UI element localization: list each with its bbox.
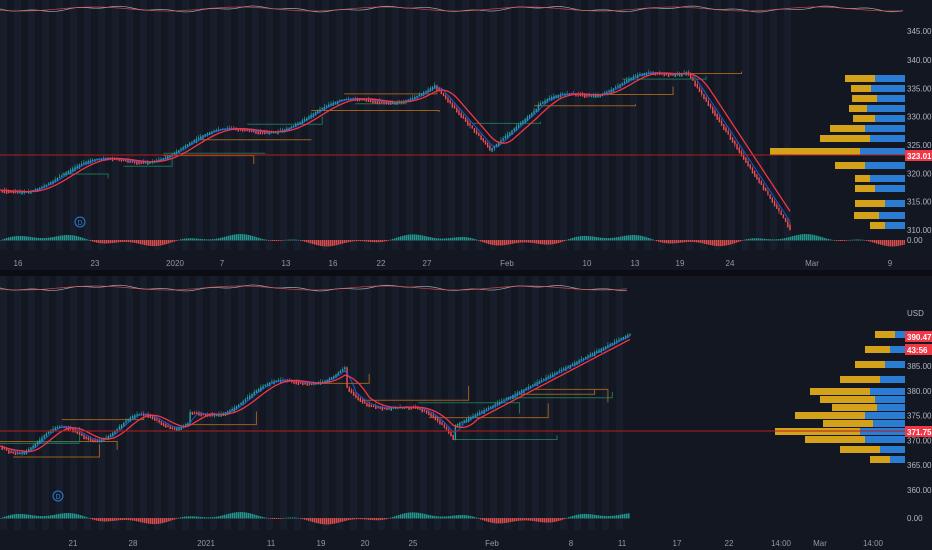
time-axis-label: 19 (317, 539, 326, 548)
price-axis-label: 365.00 (907, 461, 932, 470)
volume-profile (770, 75, 905, 229)
session-stripes (0, 276, 623, 530)
time-axis-label: 27 (423, 259, 432, 268)
price-axis-label: 335.00 (907, 84, 932, 93)
time-axis-label: 28 (129, 539, 138, 548)
time-axis-label: 21 (69, 539, 78, 548)
time-axis-label: 17 (673, 539, 682, 548)
histogram-pane (0, 234, 906, 247)
time-axis-label: Feb (500, 259, 514, 268)
price-axis-label: 0.00 (907, 514, 923, 523)
poc-price-tag-text: 371.75 (907, 428, 932, 437)
time-axis-label: 16 (329, 259, 338, 268)
time-axis-label: 11 (267, 539, 276, 548)
session-stripes (0, 0, 791, 250)
time-axis-label: 2021 (197, 539, 215, 548)
last-price-tag (905, 150, 932, 161)
time-axis-label: 9 (888, 259, 893, 268)
moving-averages (0, 335, 631, 454)
time-axis-top[interactable]: 16 23 2020 7 13 16 22 27 Feb 10 13 19 24 Mar 9 (0, 253, 932, 270)
price-axis-label: 340.00 (907, 56, 932, 65)
price-axis-label: 370.00 (907, 436, 932, 445)
price-axis-label: 360.00 (907, 486, 932, 495)
time-axis-label: 24 (726, 259, 735, 268)
last-price-tag (905, 331, 932, 342)
currency-label: USD (907, 309, 924, 318)
price-axis-label: 0.00 (907, 236, 923, 245)
price-axis-label: 325.00 (907, 141, 932, 150)
price-axis-label: 330.00 (907, 113, 932, 122)
price-axis-label: 320.00 (907, 169, 932, 178)
poc-price-tag (905, 426, 932, 437)
time-axis-bottom[interactable]: 21 28 2021 11 19 20 25 Feb 8 11 17 22 14:00 Mar 14:00 (0, 533, 932, 550)
time-axis-label: 20 (361, 539, 370, 548)
level-lines (61, 71, 742, 179)
candles-series (1, 333, 631, 456)
pane-separator[interactable] (0, 270, 932, 276)
time-axis-label: 7 (220, 259, 225, 268)
time-axis-label: 13 (282, 259, 291, 268)
price-axis-top[interactable]: 345.00 340.00 335.00 330.00 325.00 320.00 315… (905, 0, 932, 250)
time-axis-label: 25 (409, 539, 418, 548)
price-axis-label: 380.00 (907, 387, 932, 396)
time-axis-label: 8 (569, 539, 574, 548)
price-axis-bottom[interactable]: USD 385.00 380.00 375.00 370.00 365.00 360.00… (905, 276, 932, 530)
volume-profile (775, 331, 905, 463)
time-axis-label: 23 (91, 259, 100, 268)
countdown-tag-text: 43:56 (907, 346, 928, 355)
price-axis-label: 385.00 (907, 362, 932, 371)
histogram-pane (0, 512, 630, 525)
last-price-tag-text: 390.47 (907, 333, 932, 342)
time-axis-label: 10 (583, 259, 592, 268)
price-axis-label: 375.00 (907, 412, 932, 421)
time-axis-label: 14:00 (863, 539, 884, 548)
time-axis-label: Mar (805, 259, 819, 268)
chart-panel-bottom[interactable]: D USD 385.00 380.00 375.00 370.00 365.00 360.… (0, 276, 932, 550)
last-price-tag-text: 323.01 (907, 152, 932, 161)
event-marker-dividend[interactable]: D (74, 216, 86, 228)
price-axis-label: 310.00 (907, 226, 932, 235)
chart-panel-top[interactable]: D 345.00 340.00 335.00 330.00 325.00 320.00 3… (0, 0, 932, 270)
chart-canvas-bottom[interactable]: D USD 385.00 380.00 375.00 370.00 365.00 360.… (0, 276, 932, 550)
level-lines (0, 373, 613, 458)
time-axis-label: 19 (676, 259, 685, 268)
time-axis-label: 11 (618, 539, 627, 548)
moving-averages (0, 72, 791, 222)
price-axis-label: 315.00 (907, 198, 932, 207)
time-axis-label: 13 (631, 259, 640, 268)
event-marker-dividend[interactable]: D (52, 490, 64, 502)
time-axis-label: 16 (14, 259, 23, 268)
time-axis-label: Feb (485, 539, 499, 548)
event-marker-label: D (55, 494, 60, 501)
price-axis-label-top: 345.00 (907, 27, 932, 36)
oscillator-pane (0, 5, 904, 13)
oscillator-pane (0, 284, 628, 292)
time-axis-label: 14:00 (771, 539, 792, 548)
time-axis-label: 22 (377, 259, 386, 268)
countdown-tag (905, 344, 932, 355)
time-axis-label: Mar (813, 539, 827, 548)
time-axis-label: 2020 (166, 259, 184, 268)
time-axis-label: 22 (725, 539, 734, 548)
candles-series (1, 69, 791, 231)
chart-canvas-top[interactable]: D 345.00 340.00335.00330.00325.00320.003… (0, 0, 932, 270)
event-marker-label: D (77, 220, 82, 227)
